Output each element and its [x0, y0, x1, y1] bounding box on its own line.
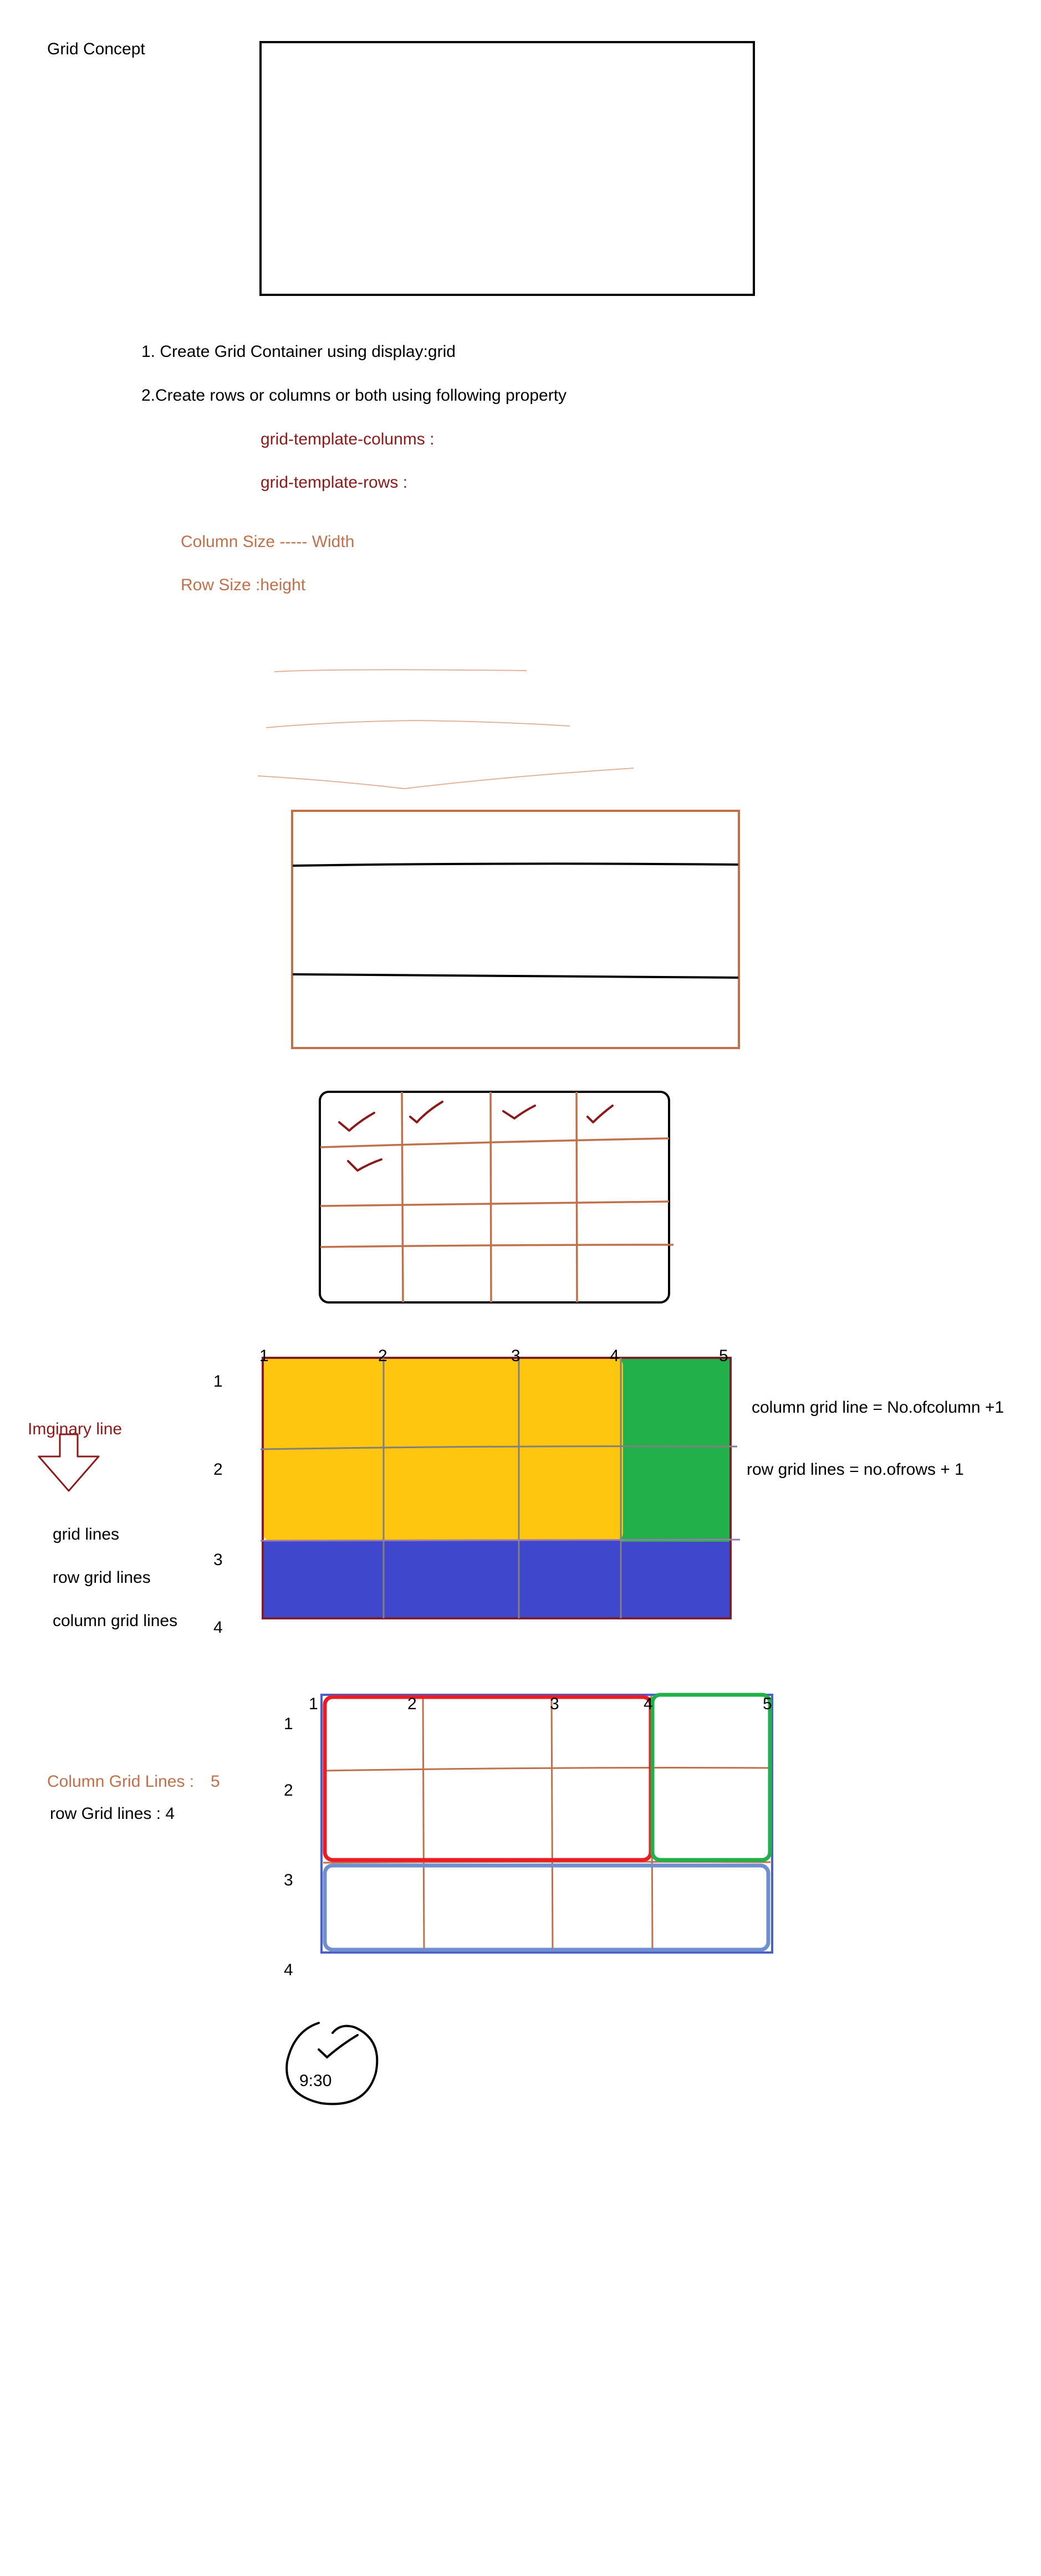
green-column-item — [621, 1359, 731, 1542]
colored-grid-diagram — [260, 1357, 741, 1619]
column-grid-lines-count-value: 5 — [211, 1772, 220, 1791]
time-note-circle — [285, 2022, 379, 2105]
column-grid-lines-label: column grid lines — [53, 1612, 178, 1630]
green-item-outline — [650, 1693, 772, 1862]
grid-lines-label: grid lines — [53, 1525, 120, 1543]
imaginary-line-label: Imginary line — [28, 1420, 123, 1438]
column-grid-lines-count-label: Column Grid Lines : — [47, 1772, 195, 1791]
step-1-text: 1. Create Grid Container using display:g… — [141, 343, 456, 361]
row-line-formula: row grid lines = no.ofrows + 1 — [747, 1460, 964, 1479]
row-grid-lines-label: row grid lines — [53, 1568, 151, 1587]
column-line-number: 5 — [763, 1695, 772, 1713]
row-line-number: 2 — [213, 1460, 223, 1479]
grid-template-rows-property: grid-template-rows : — [261, 473, 408, 492]
column-line-number: 3 — [511, 1347, 520, 1365]
red-item-outline — [323, 1695, 653, 1862]
row-line-number: 4 — [213, 1618, 223, 1637]
step-2-text: 2.Create rows or columns or both using f… — [141, 386, 567, 405]
row-line-number: 2 — [284, 1781, 293, 1800]
row-line-number: 3 — [213, 1551, 223, 1569]
column-line-formula: column grid line = No.ofcolumn +1 — [752, 1398, 1004, 1417]
column-size-text: Column Size ----- Width — [181, 533, 355, 551]
column-line-number: 3 — [550, 1695, 559, 1713]
outlined-grid-diagram — [320, 1693, 773, 1954]
time-note-text: 9:30 — [299, 2072, 332, 2090]
row-size-text: Row Size :height — [181, 576, 306, 594]
row-line-number: 4 — [284, 1961, 293, 1979]
down-arrow-icon — [38, 1433, 100, 1492]
blue-item-outline — [323, 1863, 770, 1952]
freehand-strokes — [257, 669, 634, 790]
column-line-number: 5 — [719, 1347, 728, 1365]
rows-diagram — [291, 810, 740, 1049]
row-line-number: 1 — [213, 1372, 223, 1391]
column-line-number: 4 — [610, 1347, 619, 1365]
blue-row-item — [263, 1541, 731, 1618]
column-line-number: 2 — [407, 1695, 417, 1713]
yellow-area-item — [263, 1358, 623, 1541]
row-line-number: 1 — [284, 1715, 293, 1733]
page-title: Grid Concept — [47, 40, 145, 58]
column-line-number: 4 — [644, 1695, 653, 1713]
grid-template-columns-property: grid-template-colunms : — [261, 430, 435, 448]
column-line-number: 1 — [309, 1695, 318, 1713]
row-grid-lines-count: row Grid lines : 4 — [50, 1805, 175, 1823]
cells-diagram — [319, 1091, 674, 1304]
row-line-number: 3 — [284, 1871, 293, 1889]
grid-container-rectangle — [259, 41, 755, 296]
column-line-number: 1 — [259, 1347, 269, 1365]
column-line-number: 2 — [378, 1347, 387, 1365]
